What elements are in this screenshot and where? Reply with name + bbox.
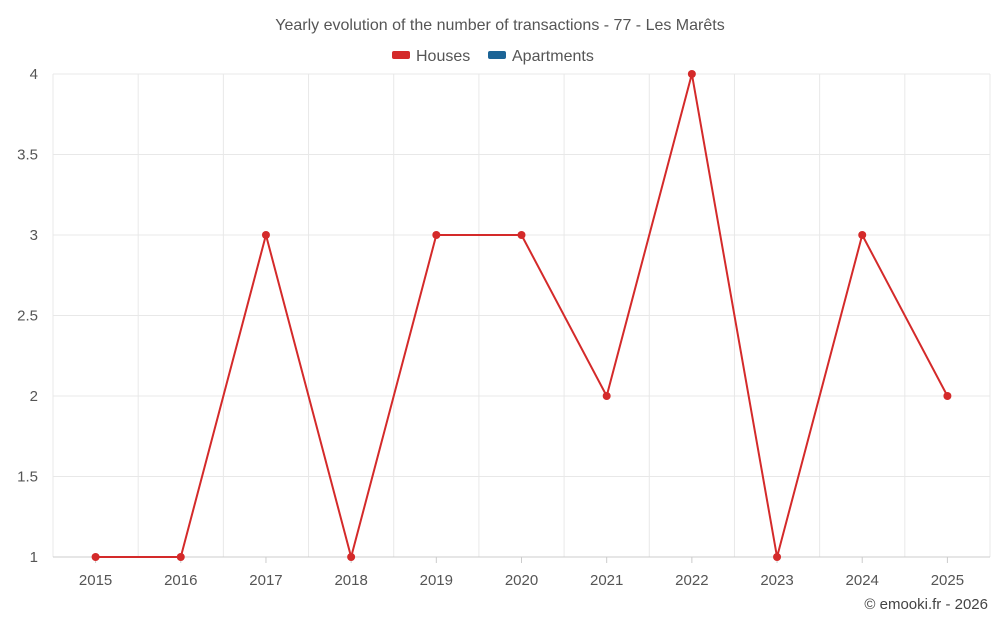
- data-point-houses-2024[interactable]: [858, 231, 867, 239]
- x-tick-label: 2025: [931, 572, 964, 589]
- series-houses: [91, 70, 952, 561]
- legend-item-houses[interactable]: Houses: [392, 48, 470, 65]
- y-tick-label: 1.5: [17, 469, 38, 486]
- y-tick-label: 3.5: [17, 147, 38, 164]
- data-point-houses-2025[interactable]: [943, 392, 952, 400]
- x-tick-label: 2018: [334, 572, 367, 589]
- legend-label-houses: Houses: [416, 48, 470, 65]
- data-point-houses-2018[interactable]: [347, 553, 356, 561]
- legend-label-apartments: Apartments: [512, 48, 594, 65]
- y-tick-label: 2.5: [17, 308, 38, 325]
- x-tick-label: 2021: [590, 572, 623, 589]
- x-tick-label: 2016: [164, 572, 197, 589]
- legend-swatch-houses: [392, 51, 410, 59]
- x-tick-label: 2024: [846, 572, 879, 589]
- x-tick-label: 2015: [79, 572, 112, 589]
- axes: 1 1.5 2 2.5 3 3.5 4 2015 2016 2017 2018 2019 2020 202…: [17, 66, 990, 589]
- data-point-houses-2017[interactable]: [261, 231, 270, 239]
- data-point-houses-2015[interactable]: [91, 553, 100, 561]
- data-point-houses-2020[interactable]: [517, 231, 526, 239]
- x-tick-label: 2023: [760, 572, 793, 589]
- gridlines: [52, 73, 991, 558]
- legend-swatch-apartments: [488, 51, 506, 59]
- data-point-houses-2023[interactable]: [773, 553, 782, 561]
- data-point-houses-2019[interactable]: [432, 231, 441, 239]
- x-tick-label: 2019: [420, 572, 453, 589]
- x-tick-label: 2020: [505, 572, 538, 589]
- chart-title: Yearly evolution of the number of transa…: [275, 17, 724, 34]
- legend: Houses Apartments: [392, 48, 594, 65]
- y-tick-label: 1: [30, 549, 38, 566]
- y-tick-label: 2: [30, 388, 38, 405]
- legend-item-apartments[interactable]: Apartments: [488, 48, 594, 65]
- data-point-houses-2021[interactable]: [602, 392, 611, 400]
- data-point-houses-2016[interactable]: [176, 553, 185, 561]
- y-tick-label: 4: [30, 66, 38, 83]
- x-tick-label: 2022: [675, 572, 708, 589]
- y-tick-label: 3: [30, 227, 38, 244]
- data-point-houses-2022[interactable]: [687, 70, 696, 78]
- credit-text: © emooki.fr - 2026: [864, 596, 988, 613]
- x-tick-label: 2017: [249, 572, 282, 589]
